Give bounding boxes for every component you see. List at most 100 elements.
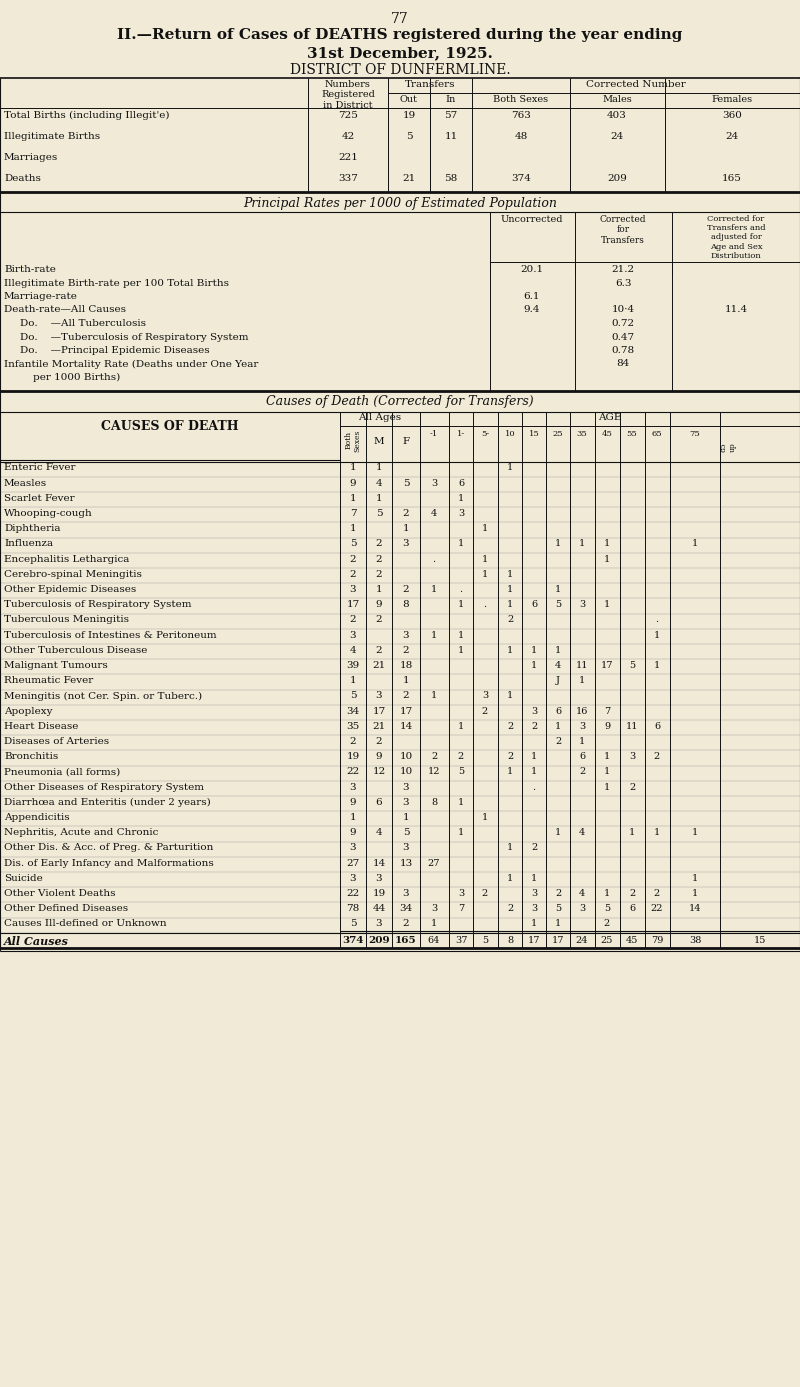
- Text: 2: 2: [482, 707, 488, 716]
- Text: 3: 3: [350, 631, 356, 639]
- Text: 44: 44: [372, 904, 386, 913]
- Text: .: .: [655, 616, 658, 624]
- Text: Measles: Measles: [4, 479, 47, 488]
- Text: 1: 1: [507, 646, 513, 655]
- Text: 1: 1: [531, 662, 537, 670]
- Text: 1: 1: [402, 813, 410, 822]
- Text: 1: 1: [692, 889, 698, 899]
- Text: 2: 2: [555, 889, 561, 899]
- Text: 55: 55: [626, 430, 638, 438]
- Text: 10: 10: [399, 752, 413, 761]
- Text: 165: 165: [395, 936, 417, 945]
- Text: 1: 1: [555, 585, 561, 594]
- Text: Do.    —Tuberculosis of Respiratory System: Do. —Tuberculosis of Respiratory System: [20, 333, 249, 341]
- Text: 84: 84: [616, 359, 630, 369]
- Text: 17: 17: [346, 601, 360, 609]
- Text: 21: 21: [372, 721, 386, 731]
- Text: 2: 2: [350, 616, 356, 624]
- Text: 42: 42: [342, 132, 354, 141]
- Text: 3: 3: [579, 904, 585, 913]
- Text: 3: 3: [531, 707, 537, 716]
- Text: 16: 16: [576, 707, 588, 716]
- Text: Total Births (including Illegit'e): Total Births (including Illegit'e): [4, 111, 170, 121]
- Text: 24: 24: [610, 132, 624, 141]
- Text: Causes of Death (Corrected for Transfers): Causes of Death (Corrected for Transfers…: [266, 395, 534, 409]
- Text: 2: 2: [376, 616, 382, 624]
- Text: Uncorrected: Uncorrected: [501, 215, 563, 223]
- Text: Cerebro-spinal Meningitis: Cerebro-spinal Meningitis: [4, 570, 142, 578]
- Text: 221: 221: [338, 153, 358, 162]
- Text: 1: 1: [458, 631, 464, 639]
- Text: 1: 1: [604, 767, 610, 777]
- Text: Deaths: Deaths: [4, 173, 41, 183]
- Text: 1: 1: [376, 585, 382, 594]
- Text: 3: 3: [482, 692, 488, 700]
- Text: 1: 1: [555, 540, 561, 548]
- Text: Death-rate—All Causes: Death-rate—All Causes: [4, 305, 126, 315]
- Text: 24: 24: [576, 936, 588, 945]
- Text: In: In: [446, 94, 456, 104]
- Text: Corrected
for
Transfers: Corrected for Transfers: [600, 215, 646, 244]
- Text: Illegitimate Births: Illegitimate Births: [4, 132, 100, 141]
- Text: 1: 1: [507, 601, 513, 609]
- Text: 4: 4: [350, 646, 356, 655]
- Text: Both
Sexes: Both Sexes: [344, 429, 362, 452]
- Text: 11: 11: [444, 132, 458, 141]
- Text: Do.    —All Tuberculosis: Do. —All Tuberculosis: [20, 319, 146, 327]
- Text: 5: 5: [402, 479, 410, 488]
- Text: 3: 3: [579, 721, 585, 731]
- Text: 8: 8: [431, 798, 437, 807]
- Text: 3: 3: [402, 631, 410, 639]
- Text: 337: 337: [338, 173, 358, 183]
- Text: 209: 209: [607, 173, 627, 183]
- Text: Principal Rates per 1000 of Estimated Population: Principal Rates per 1000 of Estimated Po…: [243, 197, 557, 209]
- Text: 77: 77: [391, 12, 409, 26]
- Text: 3: 3: [350, 782, 356, 792]
- Text: 2: 2: [654, 752, 660, 761]
- Text: Diseases of Arteries: Diseases of Arteries: [4, 736, 109, 746]
- Text: 38: 38: [689, 936, 701, 945]
- Text: 1: 1: [692, 828, 698, 838]
- Text: 9: 9: [350, 828, 356, 838]
- Text: 1: 1: [654, 828, 660, 838]
- Text: 1: 1: [604, 889, 610, 899]
- Text: 6.1: 6.1: [524, 293, 540, 301]
- Text: 374: 374: [511, 173, 531, 183]
- Text: 5: 5: [482, 936, 488, 945]
- Text: 10: 10: [505, 430, 515, 438]
- Text: 24: 24: [726, 132, 738, 141]
- Text: 1: 1: [458, 828, 464, 838]
- Text: 3: 3: [350, 585, 356, 594]
- Text: 1: 1: [402, 677, 410, 685]
- Text: 360: 360: [722, 111, 742, 121]
- Text: 2: 2: [402, 920, 410, 928]
- Text: Rheumatic Fever: Rheumatic Fever: [4, 677, 94, 685]
- Text: 5: 5: [402, 828, 410, 838]
- Text: 9: 9: [376, 752, 382, 761]
- Text: 1: 1: [531, 920, 537, 928]
- Text: 11: 11: [576, 662, 588, 670]
- Text: Other Tuberculous Disease: Other Tuberculous Disease: [4, 646, 147, 655]
- Text: 35: 35: [346, 721, 360, 731]
- Text: 9: 9: [350, 798, 356, 807]
- Text: 15: 15: [529, 430, 539, 438]
- Text: Other Dis. & Acc. of Preg. & Parturition: Other Dis. & Acc. of Preg. & Parturition: [4, 843, 214, 853]
- Text: Meningitis (not Cer. Spin. or Tuberc.): Meningitis (not Cer. Spin. or Tuberc.): [4, 692, 202, 700]
- Text: 0.47: 0.47: [611, 333, 634, 341]
- Text: 4: 4: [555, 662, 561, 670]
- Text: 14: 14: [399, 721, 413, 731]
- Text: 2: 2: [531, 721, 537, 731]
- Text: 15: 15: [754, 936, 766, 945]
- Text: 1: 1: [692, 540, 698, 548]
- Text: 4: 4: [579, 828, 585, 838]
- Text: 1: 1: [507, 463, 513, 473]
- Text: 5: 5: [350, 692, 356, 700]
- Text: 1: 1: [350, 524, 356, 533]
- Text: 1: 1: [431, 585, 437, 594]
- Text: 1: 1: [654, 662, 660, 670]
- Text: 5: 5: [376, 509, 382, 519]
- Text: 165: 165: [722, 173, 742, 183]
- Text: 3: 3: [431, 479, 437, 488]
- Text: 1: 1: [629, 828, 635, 838]
- Text: Marriages: Marriages: [4, 153, 58, 162]
